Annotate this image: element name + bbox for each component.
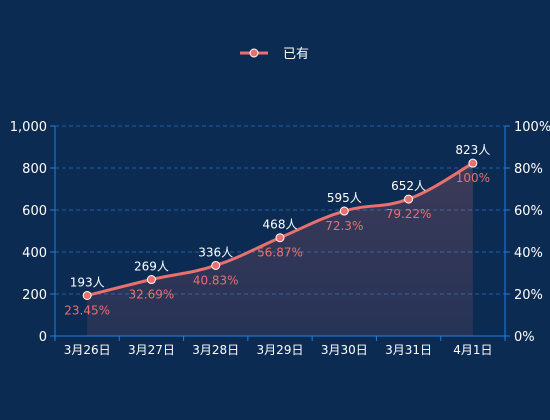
data-value-label: 595人 [327, 191, 362, 205]
data-percent-label: 40.83% [193, 273, 239, 287]
data-percent-label: 32.69% [129, 288, 175, 302]
data-point [468, 158, 478, 168]
data-percent-label: 56.87% [257, 246, 303, 260]
data-percent-label: 79.22% [386, 207, 432, 221]
data-point [211, 260, 221, 270]
data-point [404, 194, 414, 204]
y-left-tick-label: 200 [22, 288, 47, 303]
data-point [146, 275, 156, 285]
data-value-label: 468人 [263, 218, 298, 232]
legend[interactable]: 已有 [240, 47, 309, 62]
data-value-label: 269人 [134, 260, 169, 274]
data-point [82, 290, 92, 300]
x-tick-label: 3月27日 [128, 343, 175, 357]
y-right-tick-label: 20% [514, 288, 543, 303]
data-value-label: 193人 [70, 275, 105, 289]
data-point [339, 206, 349, 216]
x-tick-label: 3月28日 [192, 343, 239, 357]
legend-label: 已有 [283, 47, 309, 62]
legend-dot-marker [249, 48, 259, 58]
data-point [275, 233, 285, 243]
x-tick-label: 3月26日 [64, 343, 111, 357]
x-tick-label: 4月1日 [453, 343, 492, 357]
data-percent-label: 23.45% [64, 303, 110, 317]
x-tick-label: 3月29日 [257, 343, 304, 357]
x-tick-label: 3月31日 [385, 343, 432, 357]
data-points [82, 158, 478, 300]
y-right-tick-label: 60% [514, 204, 543, 219]
y-left-tick-label: 600 [22, 204, 47, 219]
y-right-tick-label: 80% [514, 162, 543, 177]
y-right-tick-label: 40% [514, 246, 543, 261]
y-right-tick-label: 100% [514, 120, 550, 135]
x-tick-label: 3月30日 [321, 343, 368, 357]
y-left-tick-label: 1,000 [10, 120, 47, 135]
data-percent-label: 72.3% [325, 219, 363, 233]
y-left-tick-label: 400 [22, 246, 47, 261]
data-labels: 193人 23.45% 269人 32.69% 336人 40.83% 468人 56.87%… [64, 143, 490, 317]
y-right-tick-label: 0% [514, 330, 535, 345]
y-left-tick-label: 0 [39, 330, 47, 345]
data-percent-label: 100% [456, 171, 490, 185]
data-value-label: 823人 [455, 143, 490, 157]
data-value-label: 336人 [198, 245, 233, 259]
axes: 0 200 400 600 800 1,000 0% 20% 40% 60% 80% 100% 3月26… [10, 120, 550, 357]
data-value-label: 652人 [391, 179, 426, 193]
y-left-tick-label: 800 [22, 162, 47, 177]
